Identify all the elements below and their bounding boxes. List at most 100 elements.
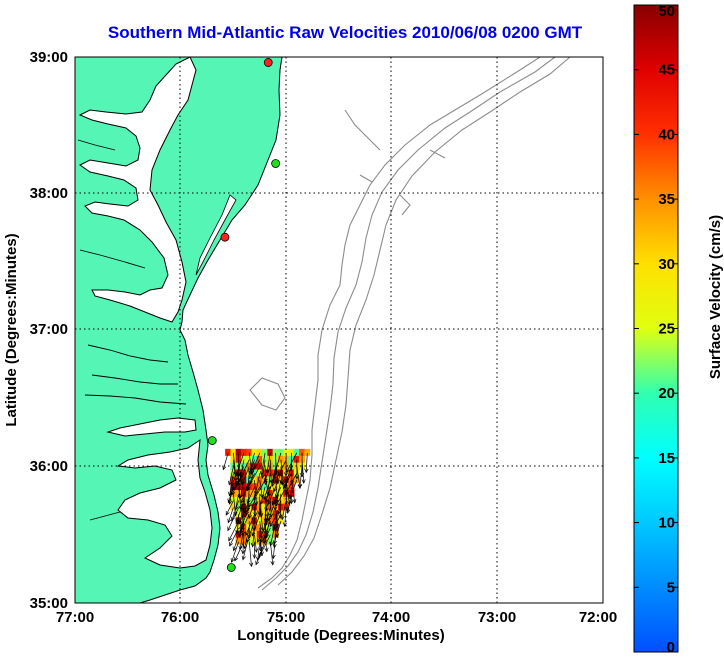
velocity-arrow-head bbox=[234, 556, 239, 562]
velocity-arrow bbox=[279, 500, 282, 519]
velocity-arrow bbox=[296, 466, 301, 489]
velocity-cell bbox=[288, 476, 295, 484]
velocity-arrow-head bbox=[248, 474, 253, 480]
velocity-arrow-head bbox=[231, 490, 236, 496]
velocity-cell bbox=[235, 537, 242, 545]
velocity-arrow bbox=[273, 520, 282, 545]
velocity-cell bbox=[246, 517, 253, 525]
velocity-arrow bbox=[267, 500, 276, 521]
velocity-cell bbox=[230, 496, 237, 504]
velocity-arrow bbox=[248, 452, 255, 474]
velocity-arrow bbox=[240, 480, 250, 504]
velocity-arrow bbox=[246, 486, 255, 504]
velocity-arrow-head bbox=[230, 558, 235, 563]
velocity-cell bbox=[299, 448, 306, 456]
station-marker bbox=[263, 58, 273, 67]
velocity-cell bbox=[304, 448, 311, 456]
velocity-cell bbox=[293, 455, 300, 463]
velocity-arrow-head bbox=[247, 534, 252, 539]
velocity-arrow-head bbox=[301, 479, 306, 484]
velocity-arrow-head bbox=[250, 542, 255, 548]
velocity-arrow-head bbox=[262, 536, 267, 541]
y-axis-ticks: 39:00 38:00 37:00 36:00 35:00 bbox=[30, 49, 68, 612]
velocity-arrow bbox=[254, 480, 257, 506]
velocity-cell bbox=[235, 510, 242, 518]
velocity-arrow-head bbox=[252, 554, 257, 559]
velocity-arrow-head bbox=[238, 505, 243, 511]
velocity-arrow bbox=[251, 514, 261, 536]
velocity-arrow bbox=[275, 507, 279, 528]
colorbar-tick-label: 20 bbox=[658, 385, 675, 402]
velocity-arrow bbox=[267, 473, 271, 490]
velocity-cell bbox=[235, 523, 242, 531]
colorbar-tick-label: 35 bbox=[658, 191, 675, 208]
velocity-cell bbox=[235, 530, 242, 538]
velocity-arrow-head bbox=[235, 529, 240, 535]
x-tick-label: 76:00 bbox=[161, 609, 199, 626]
velocity-arrow-head bbox=[298, 484, 303, 489]
velocity-cell bbox=[251, 537, 258, 545]
velocity-arrow-head bbox=[258, 552, 263, 558]
velocity-arrow-head bbox=[275, 523, 280, 529]
y-tick-label: 37:00 bbox=[30, 321, 68, 338]
station-markers bbox=[207, 58, 281, 572]
colorbar-tick-label: 10 bbox=[658, 515, 675, 532]
velocity-cell bbox=[277, 510, 284, 518]
velocity-arrow-head bbox=[275, 533, 280, 539]
velocity-cell bbox=[246, 537, 253, 545]
velocity-arrow-head bbox=[259, 471, 264, 476]
velocity-arrow-head bbox=[259, 493, 264, 499]
velocity-arrow-head bbox=[225, 510, 230, 516]
velocity-cell bbox=[288, 448, 295, 456]
velocity-arrow bbox=[257, 541, 261, 561]
velocity-cell bbox=[230, 482, 237, 490]
map-title: Southern Mid-Atlantic Raw Velocities 201… bbox=[108, 23, 583, 42]
velocity-cell bbox=[246, 455, 253, 463]
velocity-arrow-head bbox=[228, 480, 233, 486]
velocity-cell bbox=[246, 482, 253, 490]
velocity-arrow bbox=[253, 479, 266, 501]
colorbar-tick-label: 0 bbox=[667, 639, 675, 656]
velocity-cell bbox=[262, 482, 269, 490]
velocity-arrow bbox=[246, 520, 255, 543]
velocity-cell bbox=[277, 455, 284, 463]
velocity-cell bbox=[240, 455, 247, 463]
velocity-cell bbox=[251, 482, 258, 490]
velocity-arrow-head bbox=[238, 532, 243, 538]
velocity-arrow bbox=[234, 541, 245, 561]
velocity-cell bbox=[256, 455, 263, 463]
velocity-cell bbox=[246, 462, 253, 470]
velocity-arrow-head bbox=[267, 516, 272, 522]
velocity-arrow-head bbox=[264, 533, 269, 539]
velocity-arrow-head bbox=[260, 526, 265, 532]
colorbar-gradient bbox=[633, 4, 679, 653]
velocity-cell bbox=[267, 530, 274, 538]
velocity-arrow-head bbox=[222, 465, 227, 471]
velocity-cell bbox=[235, 482, 242, 490]
velocity-cell bbox=[267, 523, 274, 531]
velocity-arrow-head bbox=[272, 543, 277, 549]
velocity-cell bbox=[277, 448, 284, 456]
velocity-arrow-head bbox=[241, 549, 246, 555]
velocity-cell bbox=[225, 448, 232, 456]
velocity-cell bbox=[251, 476, 258, 484]
velocity-arrow-head bbox=[243, 544, 248, 550]
velocity-arrow-head bbox=[241, 507, 246, 512]
velocity-cell bbox=[256, 537, 263, 545]
colorbar-tick-label: 40 bbox=[658, 126, 675, 143]
velocity-arrow bbox=[258, 493, 261, 515]
velocity-arrow-head bbox=[263, 477, 268, 483]
velocity-arrow-head bbox=[272, 525, 277, 531]
colorbar-tick-label: 25 bbox=[658, 321, 675, 338]
velocity-arrow bbox=[278, 459, 287, 476]
velocity-arrow-head bbox=[241, 480, 246, 486]
velocity-cell bbox=[267, 489, 274, 497]
velocity-arrow-head bbox=[265, 468, 270, 474]
velocity-arrow-head bbox=[241, 555, 246, 561]
velocity-arrow bbox=[239, 480, 245, 499]
velocity-cell bbox=[246, 476, 253, 484]
velocity-arrow-head bbox=[254, 501, 259, 506]
velocity-arrow bbox=[260, 452, 266, 476]
velocity-cell bbox=[246, 510, 253, 518]
